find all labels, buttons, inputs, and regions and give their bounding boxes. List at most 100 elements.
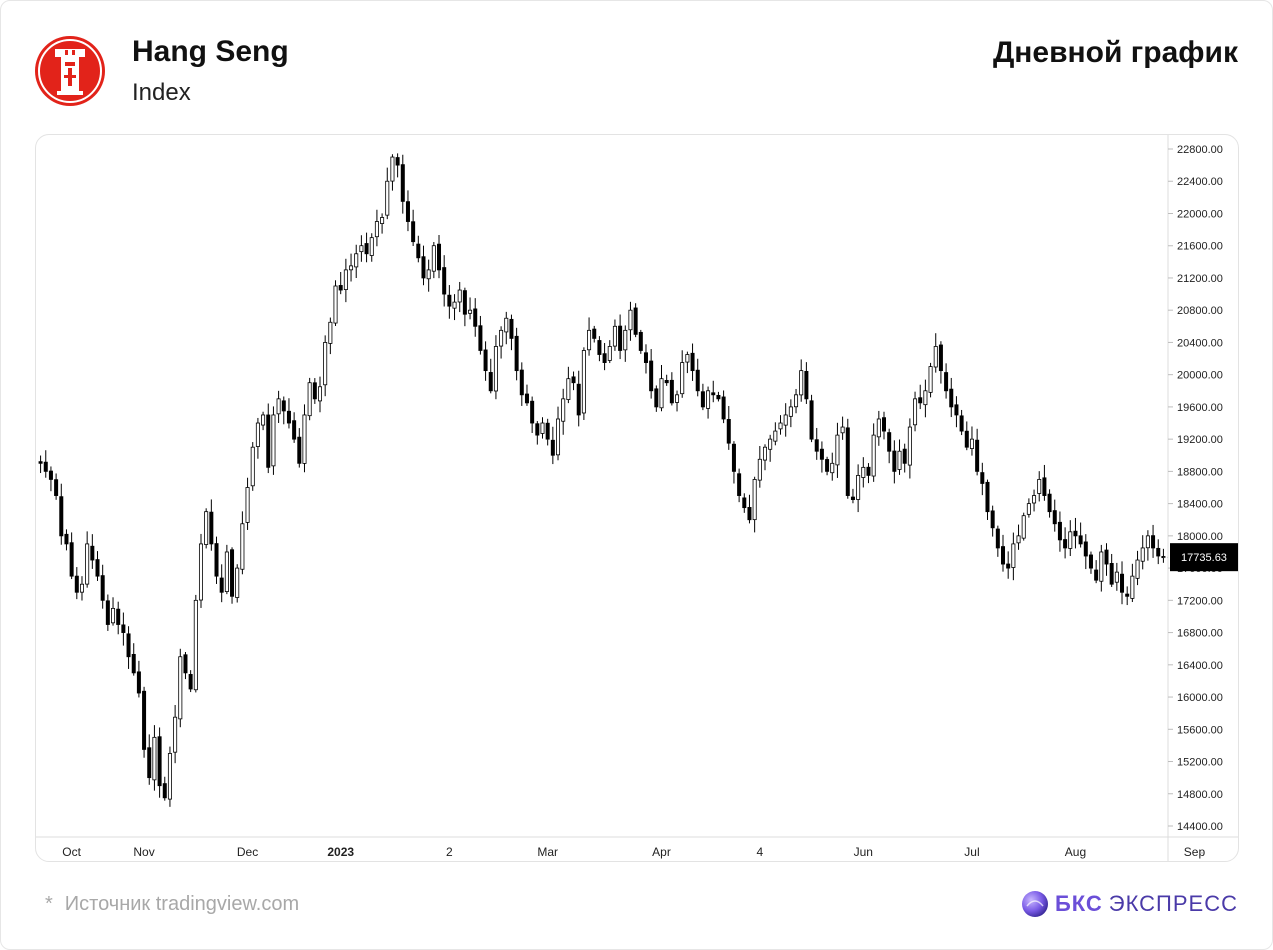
candle-body xyxy=(700,391,705,408)
source-note: * Источник tradingview.com xyxy=(45,893,299,916)
candle-body xyxy=(711,392,716,396)
candle-body xyxy=(152,736,157,781)
candle-body xyxy=(343,269,348,290)
y-tick-label: 20800.00 xyxy=(1177,305,1223,317)
candle-body xyxy=(1006,563,1011,569)
candle-body xyxy=(794,394,799,408)
candle-body xyxy=(1151,535,1156,549)
candle-body xyxy=(224,551,229,592)
index-title: Hang Seng xyxy=(132,35,289,68)
y-tick-label: 20400.00 xyxy=(1177,337,1223,349)
x-tick-label: Nov xyxy=(133,845,154,859)
candle-body xyxy=(716,394,721,400)
x-tick-label: 4 xyxy=(756,845,763,859)
candle-body xyxy=(1083,541,1088,557)
candle-body xyxy=(643,352,648,363)
y-tick-label: 14400.00 xyxy=(1177,821,1223,833)
candle-body xyxy=(1063,539,1068,549)
chart-frame: 14400.00 14800.00 15200.00 15600.00 16000.00… xyxy=(35,134,1239,862)
candle-body xyxy=(302,414,307,464)
candle-body xyxy=(167,753,172,800)
candle-body xyxy=(1068,531,1073,549)
candle-body xyxy=(261,414,266,426)
candle-body xyxy=(576,383,581,416)
y-tick-label: 19600.00 xyxy=(1177,402,1223,414)
candle-body xyxy=(954,404,959,416)
candle-body xyxy=(747,507,752,521)
candle-body xyxy=(721,396,726,420)
candle-body xyxy=(757,458,762,481)
candle-body xyxy=(173,716,178,753)
y-tick-label: 22400.00 xyxy=(1177,176,1223,188)
candle-body xyxy=(566,378,571,400)
candle-body xyxy=(876,418,881,438)
x-tick-label: Apr xyxy=(652,845,671,859)
candle-body xyxy=(902,448,907,464)
candle-body xyxy=(587,329,592,351)
candle-body xyxy=(540,422,545,434)
candle-body xyxy=(504,317,509,333)
candle-body xyxy=(949,388,954,408)
candle-body xyxy=(995,528,1000,549)
candle-body xyxy=(1001,546,1006,565)
candle-body xyxy=(478,325,483,351)
candle-body xyxy=(271,414,276,467)
candle-body xyxy=(183,654,188,674)
candle-body xyxy=(907,426,912,466)
y-tick-label: 21200.00 xyxy=(1177,273,1223,285)
x-tick-label: Oct xyxy=(62,845,81,859)
candle-body xyxy=(230,549,235,597)
candle-body xyxy=(131,653,136,674)
candle-body xyxy=(349,265,354,271)
candle-body xyxy=(612,325,617,347)
y-tick-label: 18800.00 xyxy=(1177,466,1223,478)
candle-body xyxy=(814,439,819,452)
candle-body xyxy=(969,438,974,449)
x-tick-label: Jun xyxy=(854,845,873,859)
brand-secondary: ЭКСПРЕСС xyxy=(1108,891,1238,916)
index-subtitle: Index xyxy=(132,79,191,106)
candle-body xyxy=(1016,535,1021,544)
candle-body xyxy=(1104,549,1109,565)
candle-body xyxy=(659,378,664,409)
candle-body xyxy=(881,417,887,432)
candle-body xyxy=(411,221,416,243)
candle-body xyxy=(1145,535,1150,549)
candle-body xyxy=(250,446,255,487)
candle-body xyxy=(369,237,374,256)
candle-body xyxy=(1088,554,1093,569)
candle-body xyxy=(985,481,990,513)
y-tick-label: 19200.00 xyxy=(1177,434,1223,446)
y-tick-label: 21600.00 xyxy=(1177,241,1223,253)
candle-body xyxy=(561,398,566,422)
candle-body xyxy=(623,329,628,351)
candle-body xyxy=(1021,515,1026,539)
candle-body xyxy=(742,497,747,509)
candle-body xyxy=(737,473,742,496)
x-tick-label: 2 xyxy=(446,845,453,859)
candle-body xyxy=(255,422,260,447)
candle-body xyxy=(964,430,969,448)
candle-body xyxy=(307,382,312,417)
candle-body xyxy=(918,397,923,404)
candle-body xyxy=(437,243,442,271)
candle-body xyxy=(530,400,535,424)
candle-body xyxy=(85,543,90,585)
last-price-tag xyxy=(1170,543,1238,572)
candle-body xyxy=(359,245,364,253)
period-label: Дневной график xyxy=(992,36,1238,69)
y-tick-label: 16000.00 xyxy=(1177,692,1223,704)
candle-body xyxy=(819,448,824,460)
source-text: Источник tradingview.com xyxy=(64,893,300,915)
candle-body xyxy=(887,432,892,452)
candle-body xyxy=(602,353,607,363)
candle-body xyxy=(535,423,540,436)
x-tick-label: Dec xyxy=(237,845,258,859)
candle-body xyxy=(276,398,281,415)
candle-body xyxy=(752,479,757,521)
candle-body xyxy=(1026,503,1031,515)
candle-body xyxy=(773,430,778,442)
candle-body xyxy=(74,575,79,593)
candle-body xyxy=(628,309,633,331)
